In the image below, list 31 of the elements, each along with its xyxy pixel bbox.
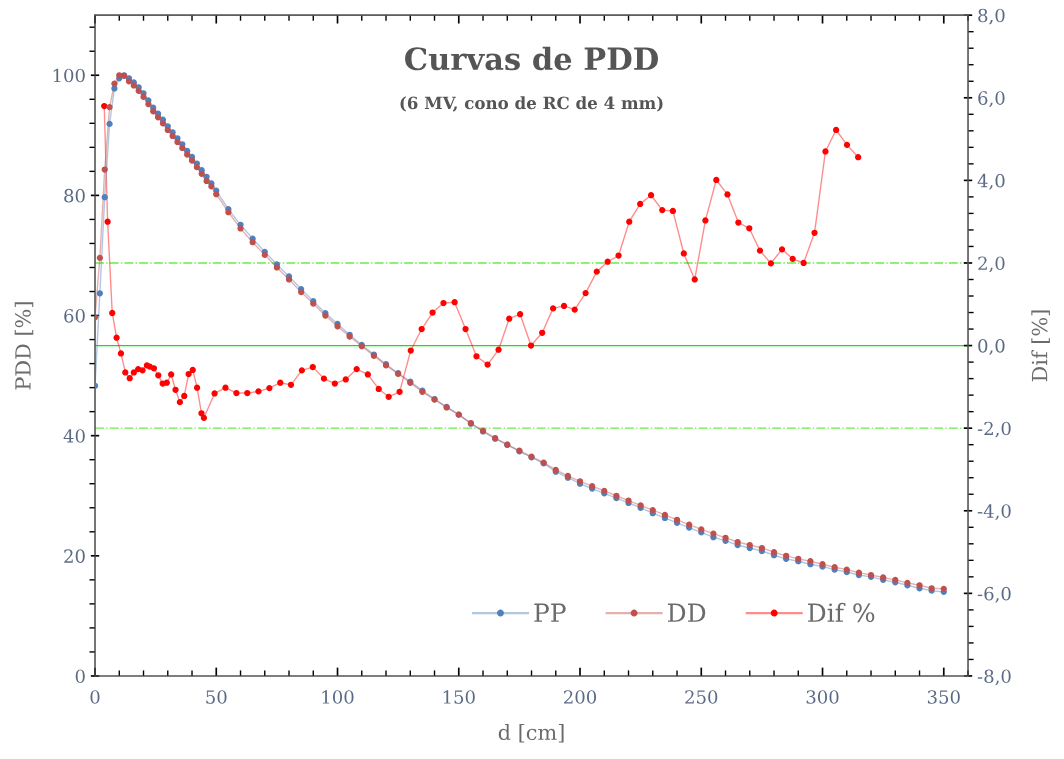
y2-tick-label: 2,0 [978,256,1005,273]
y-tick-label: 40 [63,429,85,443]
legend-label: PP [534,603,566,622]
y2-tick-label: -8,0 [977,669,1011,686]
y-axis-title: PDD [%] [14,302,34,390]
text: Curvas de PDD [405,46,658,71]
y2-axis-title: Dif [%] [1031,310,1050,382]
y-tick-label: 0 [75,669,85,684]
y2-tick-label: 6,0 [978,91,1005,108]
x-tick-label: 150 [443,690,475,704]
x-tick-label: 50 [206,690,227,704]
y2-tick-label: 4,0 [977,173,1005,190]
x-tick-label: 200 [564,690,597,704]
y-tick-label: 20 [64,549,85,563]
y2-tick-label: 0,0 [978,339,1005,355]
y2-tick-label: -2,0 [977,421,1011,438]
legend-label: DD [667,603,706,622]
x-tick-label: 250 [685,690,718,704]
x-tick-label: 350 [927,690,960,704]
y-tick-label: 100 [53,68,85,83]
y-tick-label: 60 [64,309,85,323]
y2-tick-label: -6,0 [977,586,1011,603]
y-tick-label: 80 [64,188,85,203]
y2-tick-label: 8,0 [978,8,1005,25]
x-tick-label: 300 [806,690,839,704]
legend-label: Dif % [808,602,875,623]
y2-tick-label: -4,0 [977,504,1011,521]
x-tick-label: 100 [322,690,354,704]
text: (6 MV, cono de RC de 4 mm) [400,96,663,112]
x-axis-title: d [cm] [498,724,564,743]
x-tick-label: 0 [90,690,100,704]
